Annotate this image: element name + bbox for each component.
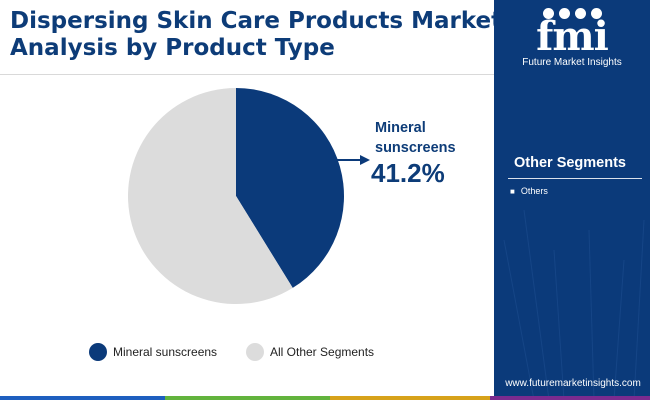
bottom-bar-segment-3 <box>330 396 490 400</box>
bottom-color-bar <box>0 396 650 400</box>
logo-wordmark: fmi <box>536 13 609 60</box>
legend-label-mineral: Mineral sunscreens <box>113 345 218 359</box>
page-title: Dispersing Skin Care Products Market Ana… <box>10 8 503 62</box>
title-line-2: Analysis by Product Type <box>10 35 335 61</box>
panel-texture <box>503 209 645 400</box>
legend-swatch-mineral <box>89 343 107 361</box>
logo-icon-4 <box>590 8 602 19</box>
title-line-1: Dispersing Skin Care Products Market <box>10 8 503 34</box>
other-segments-rule <box>508 178 642 179</box>
bullet-icon: ■ <box>510 186 515 196</box>
logo-subtitle: Future Market Insights <box>522 57 622 68</box>
legend-item-all-other-segments: All Other Segments <box>246 343 374 361</box>
legend-swatch-other <box>246 343 264 361</box>
side-panel: fmi Future Market Insights Other Segment… <box>494 0 650 400</box>
logo-icon-2 <box>558 8 570 19</box>
logo-icon-3 <box>574 8 586 19</box>
title-divider <box>0 74 494 75</box>
callout-value: 41.2% <box>371 158 445 188</box>
legend-label-other: All Other Segments <box>270 345 375 359</box>
callout-arrow-head <box>360 155 370 165</box>
callout-label-line-2: sunscreens <box>375 140 456 156</box>
bottom-bar-segment-4 <box>490 396 650 400</box>
legend-item-mineral-sunscreens: Mineral sunscreens <box>89 343 217 361</box>
pie-slice-mineral-sunscreens <box>236 88 345 288</box>
logo-icons <box>508 8 636 19</box>
other-segments-heading: Other Segments <box>514 155 626 171</box>
list-item: ■ Others <box>508 186 638 196</box>
fmi-logo: fmi Future Market Insights <box>508 6 636 78</box>
list-item-label: Others <box>520 186 548 196</box>
other-segments-list: ■ Others <box>508 186 638 196</box>
logo-icon-1 <box>542 8 554 19</box>
website-url[interactable]: www.futuremarketinsights.com <box>505 378 641 389</box>
bottom-bar-segment-2 <box>165 396 330 400</box>
bottom-bar-segment-1 <box>0 396 165 400</box>
callout-label-line-1: Mineral <box>375 120 426 136</box>
pie-slice-all-other-segments <box>128 88 293 304</box>
pie-chart: Mineral sunscreens 41.2% <box>128 88 456 304</box>
